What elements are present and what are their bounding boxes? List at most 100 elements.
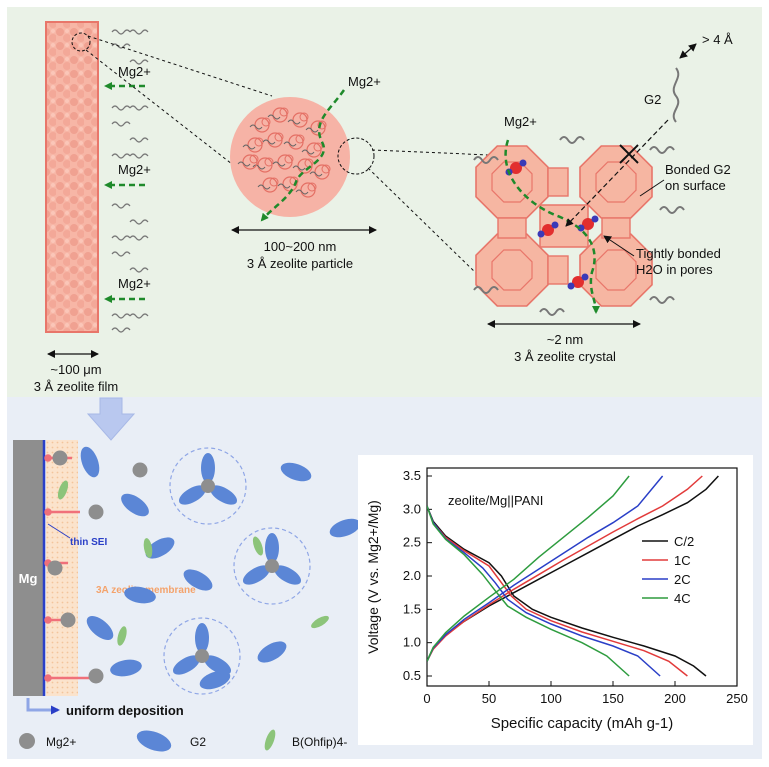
legend-anion-label: B(Ohfip)4- — [292, 735, 347, 749]
electrolyte-species — [47, 446, 361, 695]
zeolite-grain — [321, 164, 331, 174]
legend-mg-ion-label: Mg2+ — [46, 735, 76, 749]
zoom-line — [87, 35, 273, 97]
g2-molecule — [204, 655, 232, 675]
mg-electrode — [13, 440, 43, 696]
film-ion-label-1: Mg2+ — [118, 64, 151, 79]
crystal-bridge — [547, 167, 569, 197]
water-hydrogen — [567, 282, 575, 290]
legend-anion-icon — [264, 729, 276, 751]
solvent-squiggle — [287, 119, 301, 125]
solvent-squiggle — [301, 149, 315, 155]
g2-molecule — [199, 670, 231, 690]
film-size-label: ~100 μm — [50, 362, 101, 377]
squiggle — [129, 59, 149, 65]
x-tick-label: 0 — [423, 691, 430, 706]
squiggle — [111, 153, 131, 159]
g2-molecule — [183, 569, 213, 591]
water-hydrogen — [551, 221, 559, 229]
water-leader — [603, 235, 635, 257]
y-tick-label: 3.0 — [403, 501, 421, 516]
bonded-g2 — [473, 286, 499, 294]
g2-molecule — [280, 462, 312, 482]
zoom-down-arrow — [86, 397, 136, 441]
water-hydrogen — [537, 230, 545, 238]
mg-ion — [195, 649, 209, 663]
mg-ion — [52, 450, 68, 466]
anion — [57, 480, 69, 500]
chart-series — [427, 475, 719, 677]
zeolite-grain — [279, 107, 289, 117]
zeolite-grain — [313, 142, 323, 152]
zeolite-grain — [261, 117, 271, 127]
solvent-squiggle — [267, 114, 281, 120]
particle-size-label: 100~200 nm — [264, 239, 337, 254]
g2-molecule — [274, 565, 302, 585]
g2-molecule — [329, 518, 361, 538]
y-tick-label: 1.5 — [403, 601, 421, 616]
bonded-g2 — [649, 296, 675, 304]
chart-legend: C/2 1C 2C 4C — [642, 534, 694, 606]
mg-ion — [47, 560, 63, 576]
bonded-g2-label: Bonded G2 on surface — [665, 162, 731, 193]
crystal-cage — [579, 233, 653, 307]
g2-molecule — [110, 659, 142, 677]
mg-ion — [132, 462, 148, 478]
crystal-pore — [491, 249, 533, 291]
y-tick-label: 1.0 — [403, 635, 421, 650]
sei-label: thin SEI — [70, 537, 107, 548]
mg-ion — [60, 612, 76, 628]
zeolite-grain — [317, 120, 327, 130]
water-oxygen — [572, 276, 584, 288]
g2-molecule — [86, 616, 114, 640]
squiggle — [111, 235, 131, 241]
x-axis-label: Specific capacity (mAh g-1) — [491, 715, 674, 732]
anion — [143, 538, 153, 558]
particle-ion-label: Mg2+ — [348, 74, 381, 89]
solvent-squiggle — [257, 184, 271, 190]
y-tick-label: 3.5 — [403, 468, 421, 483]
mg-ion — [265, 559, 279, 573]
x-tick-label: 150 — [602, 691, 624, 706]
zoom-line — [367, 167, 479, 276]
crystal-pore — [595, 161, 637, 203]
axes: 0 50 100 150 200 250 0.5 1.0 1.5 2.0 2.5 3.0 3.5 — [403, 468, 748, 706]
g2-molecule — [195, 623, 209, 653]
squiggle — [129, 153, 149, 159]
water-hydrogen — [519, 159, 527, 167]
crystal-bridge — [547, 255, 569, 285]
g2-molecule — [201, 453, 215, 483]
y-tick-label: 0.5 — [403, 668, 421, 683]
legend-label: C/2 — [674, 534, 694, 549]
water-oxygen — [582, 218, 594, 230]
solvent-squiggle — [272, 161, 286, 167]
zeolite-grain — [295, 134, 305, 144]
anion — [311, 615, 329, 629]
bonded-g2 — [473, 156, 499, 164]
crystal-size-label: ~2 nm — [547, 332, 584, 347]
zeolite-film — [45, 21, 99, 333]
g2-molecule — [145, 537, 175, 559]
series-line-discharge — [427, 505, 707, 677]
g2-blocked-pathway — [565, 43, 697, 227]
legend-label: 2C — [674, 572, 691, 587]
g2-molecule — [178, 485, 206, 505]
x-tick-label: 200 — [664, 691, 686, 706]
water-oxygen — [510, 162, 522, 174]
x-tick-label: 50 — [482, 691, 496, 706]
sei-pointer — [47, 523, 71, 539]
g2-label: G2 — [644, 92, 661, 107]
y-tick-label: 2.0 — [403, 568, 421, 583]
legend-g2-label: G2 — [190, 735, 206, 749]
squiggle — [111, 251, 131, 257]
solvent-squiggle — [262, 139, 276, 145]
particle-name-label: 3 Å zeolite particle — [247, 256, 353, 271]
chart-annotation: zeolite/Mg||PANI — [448, 493, 543, 508]
crystal-ion-path — [504, 139, 600, 314]
squiggle — [129, 29, 149, 35]
bonded-g2-leader — [639, 179, 665, 197]
film-ion-arrows — [104, 82, 145, 303]
solvation-shell — [163, 617, 241, 695]
squiggle — [129, 219, 149, 225]
